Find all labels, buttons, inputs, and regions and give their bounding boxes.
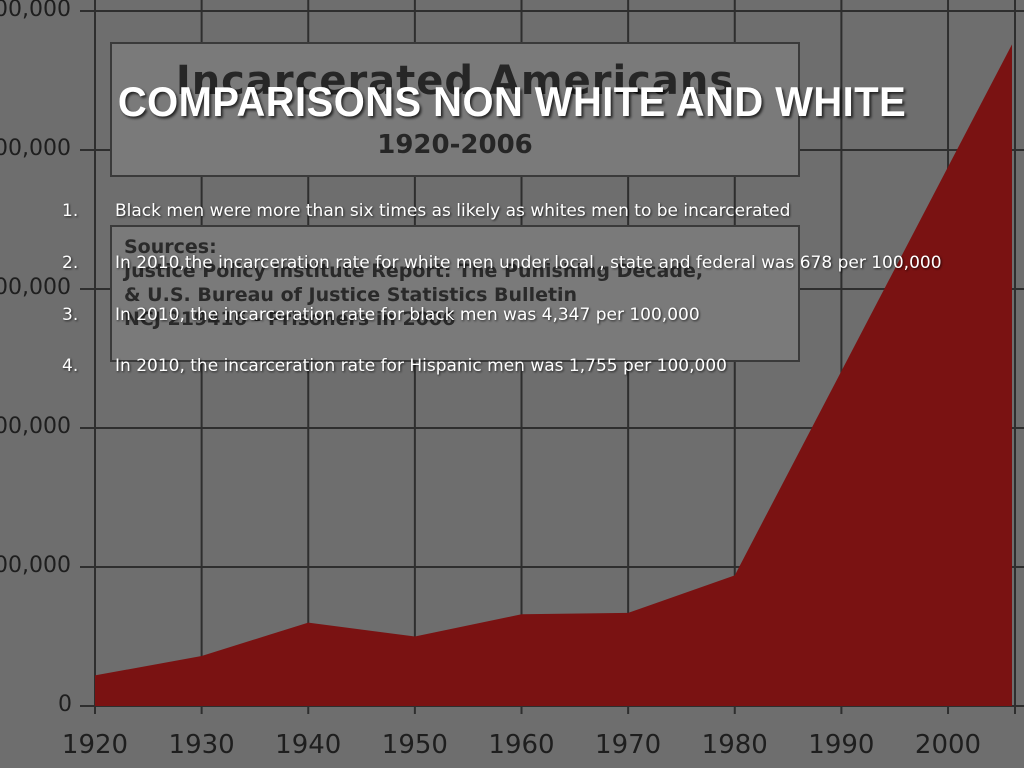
bullet-item: 2. In 2010,the incarceration rate for wh…: [0, 253, 1024, 277]
x-tick-label: 1980: [701, 730, 768, 760]
chart-title: Incarcerated Americans: [175, 58, 735, 104]
bullet-item: 4. In 2010, the incarceration rate for H…: [0, 356, 1024, 380]
chart-area-series: [95, 44, 1012, 707]
bullet-text: In 2010, the incarceration rate for Hisp…: [115, 356, 727, 376]
sources-line: NCJ 219416 - Prisoners in 2006: [124, 308, 456, 330]
chart-title-box: Incarcerated Americans 1920-2006: [110, 42, 800, 177]
sources-line: Justice Policy Institute Report: The Pun…: [124, 260, 704, 282]
chart-year-range: 1920-2006: [377, 130, 533, 160]
y-tick-label: 00,000: [0, 275, 71, 300]
y-tick-label: 00,000: [0, 0, 71, 22]
slide-title: COMPARISONS NON WHITE AND WHITE: [117, 78, 907, 125]
bullet-number: 1.: [62, 201, 79, 221]
sources-line: & U.S. Bureau of Justice Statistics Bull…: [124, 284, 578, 306]
bullet-number: 4.: [62, 356, 79, 376]
x-tick-label: 1930: [168, 730, 235, 760]
sources-box: Sources: Justice Policy Institute Report…: [110, 225, 800, 362]
bullet-text: In 2010, the incarceration rate for blac…: [115, 305, 700, 325]
y-tick-label: 00,000: [0, 414, 71, 439]
sources-line: Sources:: [124, 236, 217, 258]
x-tick-label: 1950: [381, 730, 448, 760]
x-tick-label: 1920: [61, 730, 129, 760]
x-tick-label: 1960: [488, 730, 555, 760]
y-tick-label: 00,000: [0, 553, 71, 578]
x-tick-label: 1940: [275, 730, 342, 760]
x-tick-label: 1990: [808, 730, 875, 760]
x-tick-label: 2000: [914, 730, 982, 760]
y-tick-label: 0: [58, 692, 72, 717]
bullet-item: 3. In 2010, the incarceration rate for b…: [0, 305, 1024, 329]
x-tick-label: 1970: [595, 730, 662, 760]
y-tick-label: 00,000: [0, 136, 71, 161]
bullet-number: 2.: [62, 253, 79, 273]
bullet-text: In 2010,the incarceration rate for white…: [115, 253, 942, 273]
bullet-text: Black men were more than six times as li…: [115, 201, 791, 221]
bullet-number: 3.: [62, 305, 79, 325]
bullet-item: 1. Black men were more than six times as…: [0, 201, 1024, 225]
